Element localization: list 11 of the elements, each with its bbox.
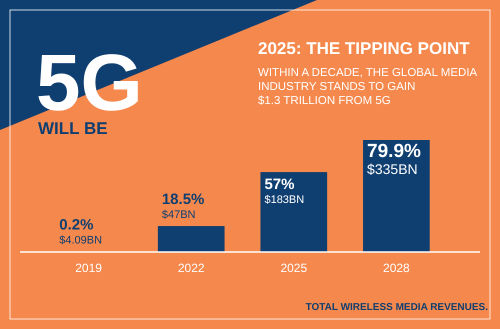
data-label: 57% $183BN xyxy=(264,176,304,206)
x-tick-label: 2028 xyxy=(383,261,410,275)
data-label: 18.5% $47BN xyxy=(162,191,204,222)
x-tick-label: 2022 xyxy=(178,261,205,275)
chart-title: 2025: THE TIPPING POINT xyxy=(258,39,470,58)
data-label: 0.2% $4.09BN xyxy=(59,216,102,247)
chart-subtitle: WITHIN A DECADE, THE GLOBAL MEDIA INDUSTRY STANDS TO GAIN $1.3 TRILLION FROM 5G xyxy=(258,67,478,107)
text: TOTAL WIRELESS MEDIA REVENUES. xyxy=(306,302,488,313)
x-tick-label: 2019 xyxy=(75,261,102,275)
x-tick-label: 2025 xyxy=(280,261,308,275)
data-label: 79.9% $335BN xyxy=(367,141,422,177)
